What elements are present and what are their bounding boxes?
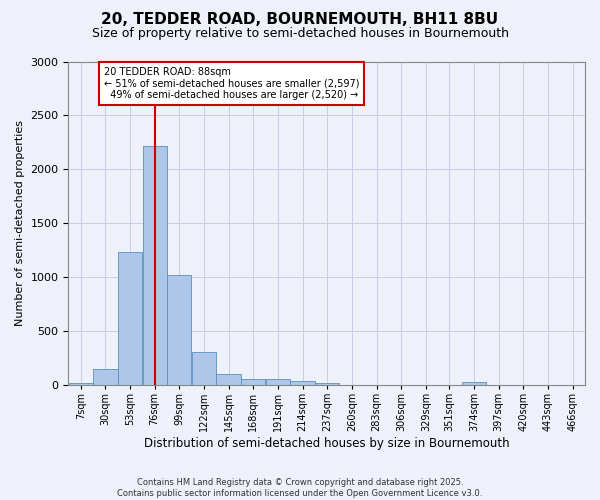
Y-axis label: Number of semi-detached properties: Number of semi-detached properties [15, 120, 25, 326]
Text: 20 TEDDER ROAD: 88sqm
← 51% of semi-detached houses are smaller (2,597)
  49% of: 20 TEDDER ROAD: 88sqm ← 51% of semi-deta… [104, 67, 359, 100]
Text: 20, TEDDER ROAD, BOURNEMOUTH, BH11 8BU: 20, TEDDER ROAD, BOURNEMOUTH, BH11 8BU [101, 12, 499, 28]
Bar [68, 383, 93, 385]
Bar [167, 275, 191, 385]
Bar [143, 146, 167, 385]
X-axis label: Distribution of semi-detached houses by size in Bournemouth: Distribution of semi-detached houses by … [144, 437, 509, 450]
Bar [315, 383, 340, 385]
Bar [290, 381, 315, 385]
Bar [93, 369, 118, 385]
Text: Contains HM Land Registry data © Crown copyright and database right 2025.
Contai: Contains HM Land Registry data © Crown c… [118, 478, 482, 498]
Bar [118, 252, 142, 385]
Bar [192, 352, 216, 385]
Bar [241, 378, 265, 385]
Bar [217, 374, 241, 385]
Bar [462, 382, 486, 385]
Bar [266, 378, 290, 385]
Text: Size of property relative to semi-detached houses in Bournemouth: Size of property relative to semi-detach… [91, 28, 509, 40]
